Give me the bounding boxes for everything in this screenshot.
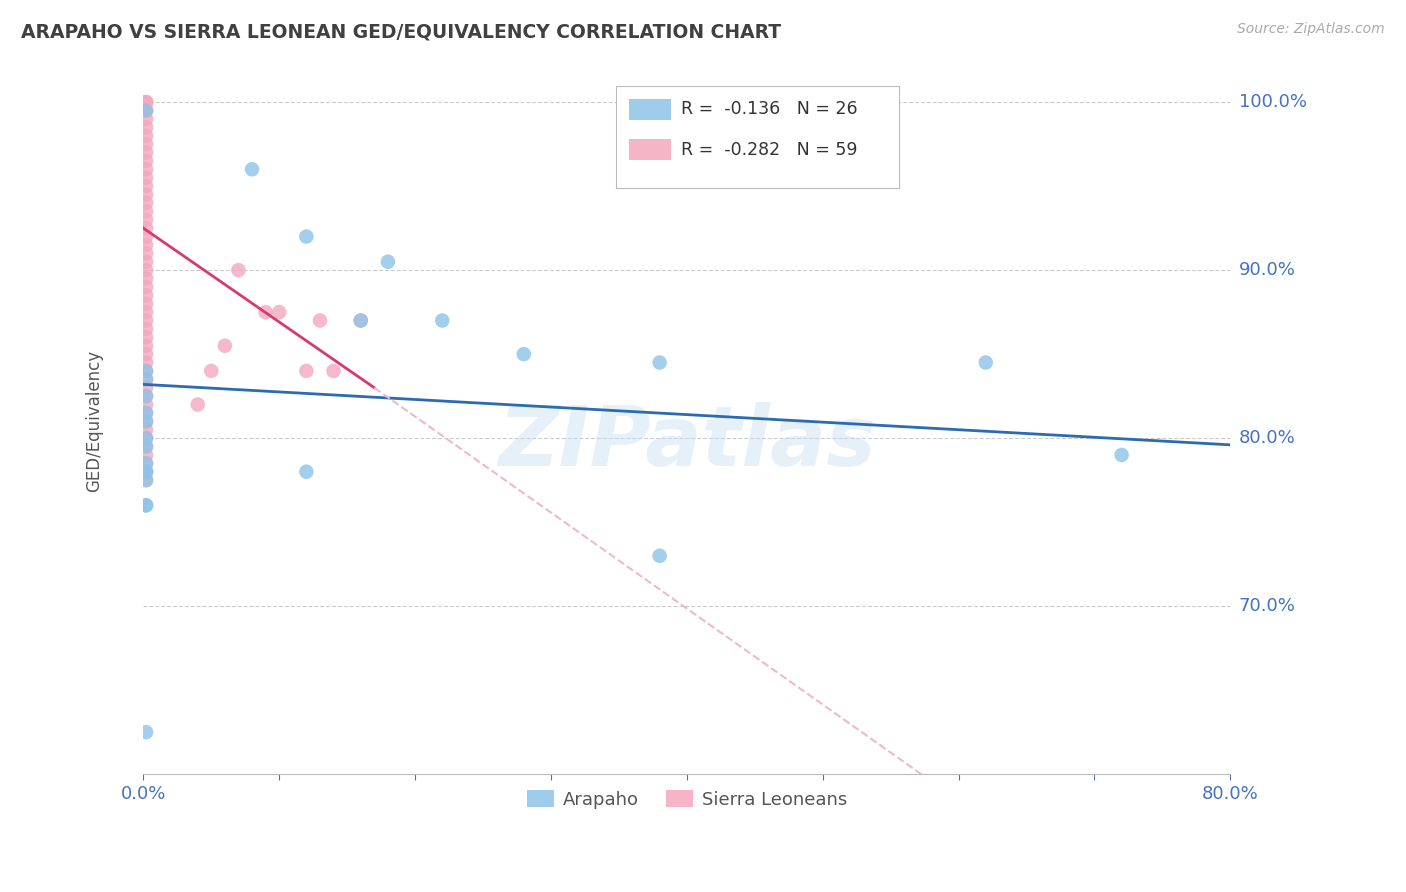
Point <box>135 440 157 454</box>
Point <box>295 364 318 378</box>
Legend: Arapaho, Sierra Leoneans: Arapaho, Sierra Leoneans <box>519 783 855 816</box>
Point <box>135 440 157 454</box>
Point <box>1111 448 1133 462</box>
Point <box>135 473 157 487</box>
Point <box>135 398 157 412</box>
Point <box>974 355 997 369</box>
Point <box>187 398 209 412</box>
Point <box>135 95 157 109</box>
Point <box>135 406 157 420</box>
Point <box>254 305 277 319</box>
Point <box>135 229 157 244</box>
Point <box>135 128 157 143</box>
Point <box>135 103 157 118</box>
Point <box>350 313 373 327</box>
Point <box>135 263 157 277</box>
Point <box>135 448 157 462</box>
Point <box>135 431 157 445</box>
FancyBboxPatch shape <box>616 87 898 188</box>
Point <box>135 355 157 369</box>
Text: Source: ZipAtlas.com: Source: ZipAtlas.com <box>1237 22 1385 37</box>
Point <box>135 456 157 470</box>
Point <box>135 465 157 479</box>
Point <box>350 313 373 327</box>
Text: GED/Equivalency: GED/Equivalency <box>86 351 104 492</box>
Point <box>135 179 157 194</box>
Point <box>135 95 157 109</box>
Point <box>648 549 671 563</box>
Point <box>135 456 157 470</box>
Point <box>648 355 671 369</box>
Point <box>135 145 157 160</box>
Point <box>135 313 157 327</box>
Text: R =  -0.282   N = 59: R = -0.282 N = 59 <box>682 141 858 159</box>
Point <box>135 246 157 260</box>
Point <box>135 204 157 219</box>
Text: 80.0%: 80.0% <box>1239 429 1295 447</box>
Point <box>135 499 157 513</box>
Point <box>135 330 157 344</box>
Point <box>135 347 157 361</box>
Point <box>135 153 157 168</box>
Point <box>214 339 236 353</box>
Point <box>295 229 318 244</box>
Point <box>135 372 157 386</box>
Point <box>135 364 157 378</box>
Text: ARAPAHO VS SIERRA LEONEAN GED/EQUIVALENCY CORRELATION CHART: ARAPAHO VS SIERRA LEONEAN GED/EQUIVALENC… <box>21 22 782 41</box>
Point <box>135 296 157 310</box>
Text: 70.0%: 70.0% <box>1239 597 1295 615</box>
Point <box>135 499 157 513</box>
Point <box>135 473 157 487</box>
Point <box>200 364 222 378</box>
Point <box>135 725 157 739</box>
Point <box>135 364 157 378</box>
Bar <box>630 139 671 161</box>
Point <box>135 95 157 109</box>
Point <box>513 347 536 361</box>
Point <box>135 465 157 479</box>
Point <box>240 162 263 177</box>
Point <box>135 195 157 210</box>
Point <box>135 372 157 386</box>
Point <box>135 414 157 428</box>
Point <box>309 313 332 327</box>
Point <box>135 137 157 152</box>
Text: R =  -0.136   N = 26: R = -0.136 N = 26 <box>682 101 858 119</box>
Point <box>135 221 157 235</box>
Point <box>135 305 157 319</box>
Point <box>135 254 157 268</box>
Point <box>135 465 157 479</box>
Text: ZIPatlas: ZIPatlas <box>498 402 876 483</box>
Bar <box>630 99 671 120</box>
Point <box>295 465 318 479</box>
Text: 90.0%: 90.0% <box>1239 261 1295 279</box>
Point <box>135 212 157 227</box>
Point <box>135 170 157 185</box>
Point <box>322 364 344 378</box>
Point <box>135 187 157 202</box>
Point <box>377 254 399 268</box>
Point <box>135 431 157 445</box>
Point <box>135 238 157 252</box>
Point <box>228 263 250 277</box>
Point <box>135 280 157 294</box>
Point <box>135 322 157 336</box>
Point <box>135 414 157 428</box>
Point <box>135 288 157 302</box>
Point <box>135 112 157 126</box>
Point <box>135 339 157 353</box>
Point <box>135 271 157 285</box>
Point <box>432 313 454 327</box>
Point <box>135 423 157 437</box>
Point <box>135 162 157 177</box>
Text: 100.0%: 100.0% <box>1239 93 1306 112</box>
Point <box>135 381 157 395</box>
Point <box>135 406 157 420</box>
Point <box>135 103 157 118</box>
Point <box>135 103 157 118</box>
Point <box>135 389 157 403</box>
Point <box>269 305 291 319</box>
Point <box>135 389 157 403</box>
Point <box>135 120 157 135</box>
